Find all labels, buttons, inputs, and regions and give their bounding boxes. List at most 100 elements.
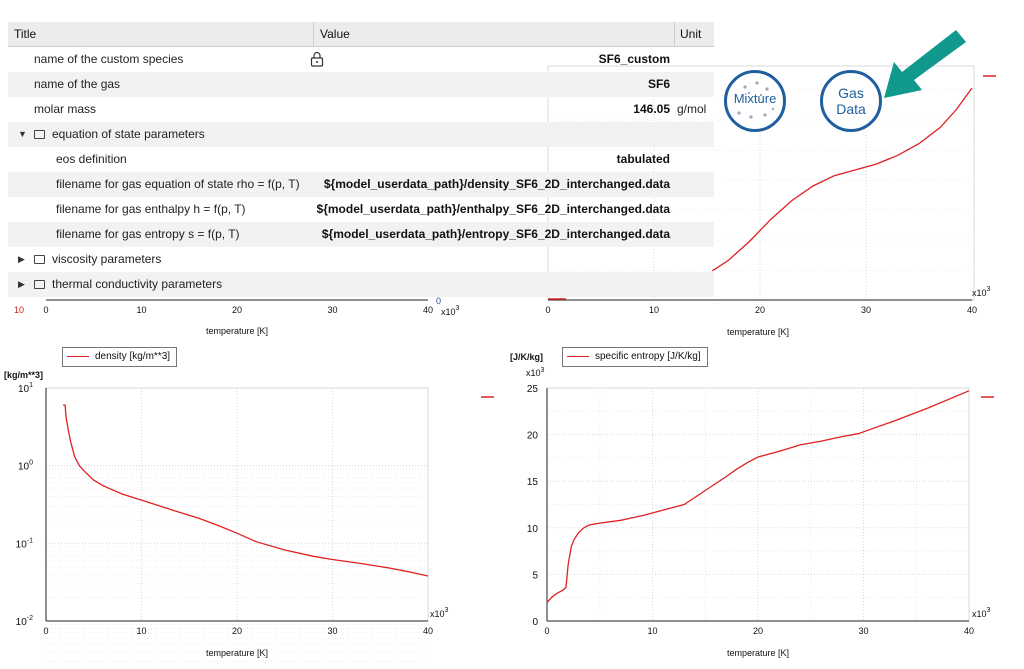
pointer-arrow-icon [884, 30, 966, 98]
row-title: filename for gas enthalpy h = f(p, T) [56, 202, 246, 216]
x-axis-label: temperature [K] [727, 648, 789, 658]
top-left-chart: 0 10 20 30 40 10 0 x103 temperature [K] [14, 296, 460, 336]
header-unit[interactable]: Unit [680, 27, 702, 41]
gas-data-button[interactable]: Gas Data [820, 70, 882, 132]
x-multiplier: x103 [441, 305, 460, 317]
x-tick-label: 0 [545, 305, 550, 315]
entropy-y-label: [J/K/kg] [510, 352, 544, 362]
x-tick-label: 10 [647, 626, 657, 636]
row-title: name of the gas [34, 77, 121, 91]
mixture-label: Mixture [733, 91, 777, 106]
y-tick-label: 0 [532, 617, 538, 628]
x-tick-label: 20 [232, 305, 242, 315]
x-multiplier: x103 [430, 607, 449, 619]
entropy-chart: 25 20 15 10 5 0 0 10 20 30 40 x103 temperature [K… [527, 384, 994, 658]
header-value[interactable]: Value [320, 27, 350, 41]
y-tick-label: 100 [18, 460, 33, 473]
mixture-dots-icon [737, 81, 775, 119]
density-series-line [63, 404, 429, 577]
x-axis-label: temperature [K] [206, 326, 268, 336]
x-tick-label: 30 [327, 305, 337, 315]
row-title: filename for gas entropy s = f(p, T) [56, 227, 240, 241]
x-tick-label: 20 [232, 626, 242, 636]
x-tick-label: 0 [544, 626, 549, 636]
table-row[interactable]: name of the custom species SF6_custom [8, 47, 714, 72]
row-title: thermal conductivity parameters [52, 277, 223, 291]
header-title[interactable]: Title [14, 27, 37, 41]
lock-icon[interactable] [310, 51, 324, 67]
x-tick-label: 0 [43, 305, 48, 315]
row-title: equation of state parameters [52, 127, 205, 141]
table-row[interactable]: ▶ viscosity parameters [8, 247, 714, 272]
legend-swatch [567, 355, 589, 357]
table-header: Title Value Unit [8, 22, 714, 47]
x-axis-label: temperature [K] [727, 327, 789, 337]
x-tick-labels: 0 10 20 30 40 [545, 305, 977, 315]
entropy-legend: specific entropy [J/K/kg] [562, 347, 708, 367]
x-tick-label: 40 [423, 305, 433, 315]
expand-triangle-icon[interactable]: ▶ [18, 254, 25, 264]
mixture-button[interactable]: Mixture [724, 70, 786, 132]
legend-swatch [67, 355, 89, 357]
y-tick-label: 20 [527, 431, 539, 442]
row-value[interactable]: ${model_userdata_path}/entropy_SF6_2D_in… [321, 227, 670, 241]
collapse-triangle-icon[interactable]: ▼ [18, 129, 27, 139]
y-tick-label: 5 [532, 570, 538, 581]
x-multiplier: x103 [972, 286, 991, 298]
x-tick-label: 10 [136, 626, 146, 636]
y-tick-label: 10 [527, 524, 539, 535]
x-axis-label: temperature [K] [206, 648, 268, 658]
y-tick-label: 15 [527, 477, 539, 488]
row-unit: g/mol [677, 102, 707, 116]
grid [547, 388, 969, 621]
x-tick-label: 30 [858, 626, 868, 636]
folder-icon [34, 130, 45, 139]
x-tick-label: 30 [861, 305, 871, 315]
table-row[interactable]: filename for gas enthalpy h = f(p, T) ${m… [8, 197, 714, 222]
expand-triangle-icon[interactable]: ▶ [18, 279, 25, 289]
row-title: viscosity parameters [52, 252, 162, 266]
x-tick-label: 40 [423, 626, 433, 636]
row-value[interactable]: SF6_custom [598, 52, 670, 66]
density-legend: density [kg/m**3] [62, 347, 178, 367]
entropy-y-multiplier: x103 [526, 367, 545, 378]
row-title: molar mass [34, 102, 97, 116]
density-chart: 101 100 10-1 10-2 0 10 20 30 40 x103 temperatur… [16, 382, 494, 663]
y-tick-label: 10-1 [16, 537, 33, 550]
entropy-series-line [546, 390, 970, 603]
partial-tick-label-10: 10 [14, 305, 24, 315]
y-tick-labels: 101 100 10-1 10-2 [16, 382, 33, 628]
table-row[interactable]: ▼ equation of state parameters [8, 122, 714, 147]
row-value[interactable]: SF6 [647, 77, 670, 91]
row-value[interactable]: ${model_userdata_path}/enthalpy_SF6_2D_i… [316, 202, 670, 216]
x-tick-label: 0 [43, 626, 48, 636]
row-value[interactable]: tabulated [616, 152, 670, 166]
y-tick-label: 10-2 [16, 615, 33, 628]
y-tick-label: 25 [527, 384, 539, 395]
density-y-label: [kg/m**3] [4, 370, 44, 380]
x-tick-label: 40 [964, 626, 974, 636]
grid [46, 388, 428, 663]
gas-data-label-line2: Data [836, 101, 866, 117]
row-value[interactable]: ${model_userdata_path}/density_SF6_2D_in… [323, 177, 670, 191]
x-tick-labels: 0 10 20 30 40 [43, 626, 433, 636]
table-row[interactable]: filename for gas entropy s = f(p, T) ${mo… [8, 222, 714, 247]
folder-icon [34, 255, 45, 264]
x-tick-label: 10 [136, 305, 146, 315]
row-value[interactable]: 146.05 [633, 102, 670, 116]
gas-data-label-line1: Gas [838, 85, 864, 101]
table-row[interactable]: name of the gas SF6 [8, 72, 714, 97]
table-row[interactable]: filename for gas equation of state rho =… [8, 172, 714, 197]
x-tick-labels: 0 10 20 30 40 [544, 626, 974, 636]
x-tick-label: 30 [327, 626, 337, 636]
table-row[interactable]: eos definition tabulated [8, 147, 714, 172]
folder-icon [34, 280, 45, 289]
y-tick-label: 101 [18, 382, 33, 395]
x-tick-label: 40 [967, 305, 977, 315]
row-title: name of the custom species [34, 52, 184, 66]
y-tick-labels: 25 20 15 10 5 0 [527, 384, 539, 628]
table-row[interactable]: ▶ thermal conductivity parameters [8, 272, 714, 297]
table-row[interactable]: molar mass 146.05 g/mol [8, 97, 714, 122]
x-tick-label: 10 [649, 305, 659, 315]
x-tick-label: 20 [753, 626, 763, 636]
